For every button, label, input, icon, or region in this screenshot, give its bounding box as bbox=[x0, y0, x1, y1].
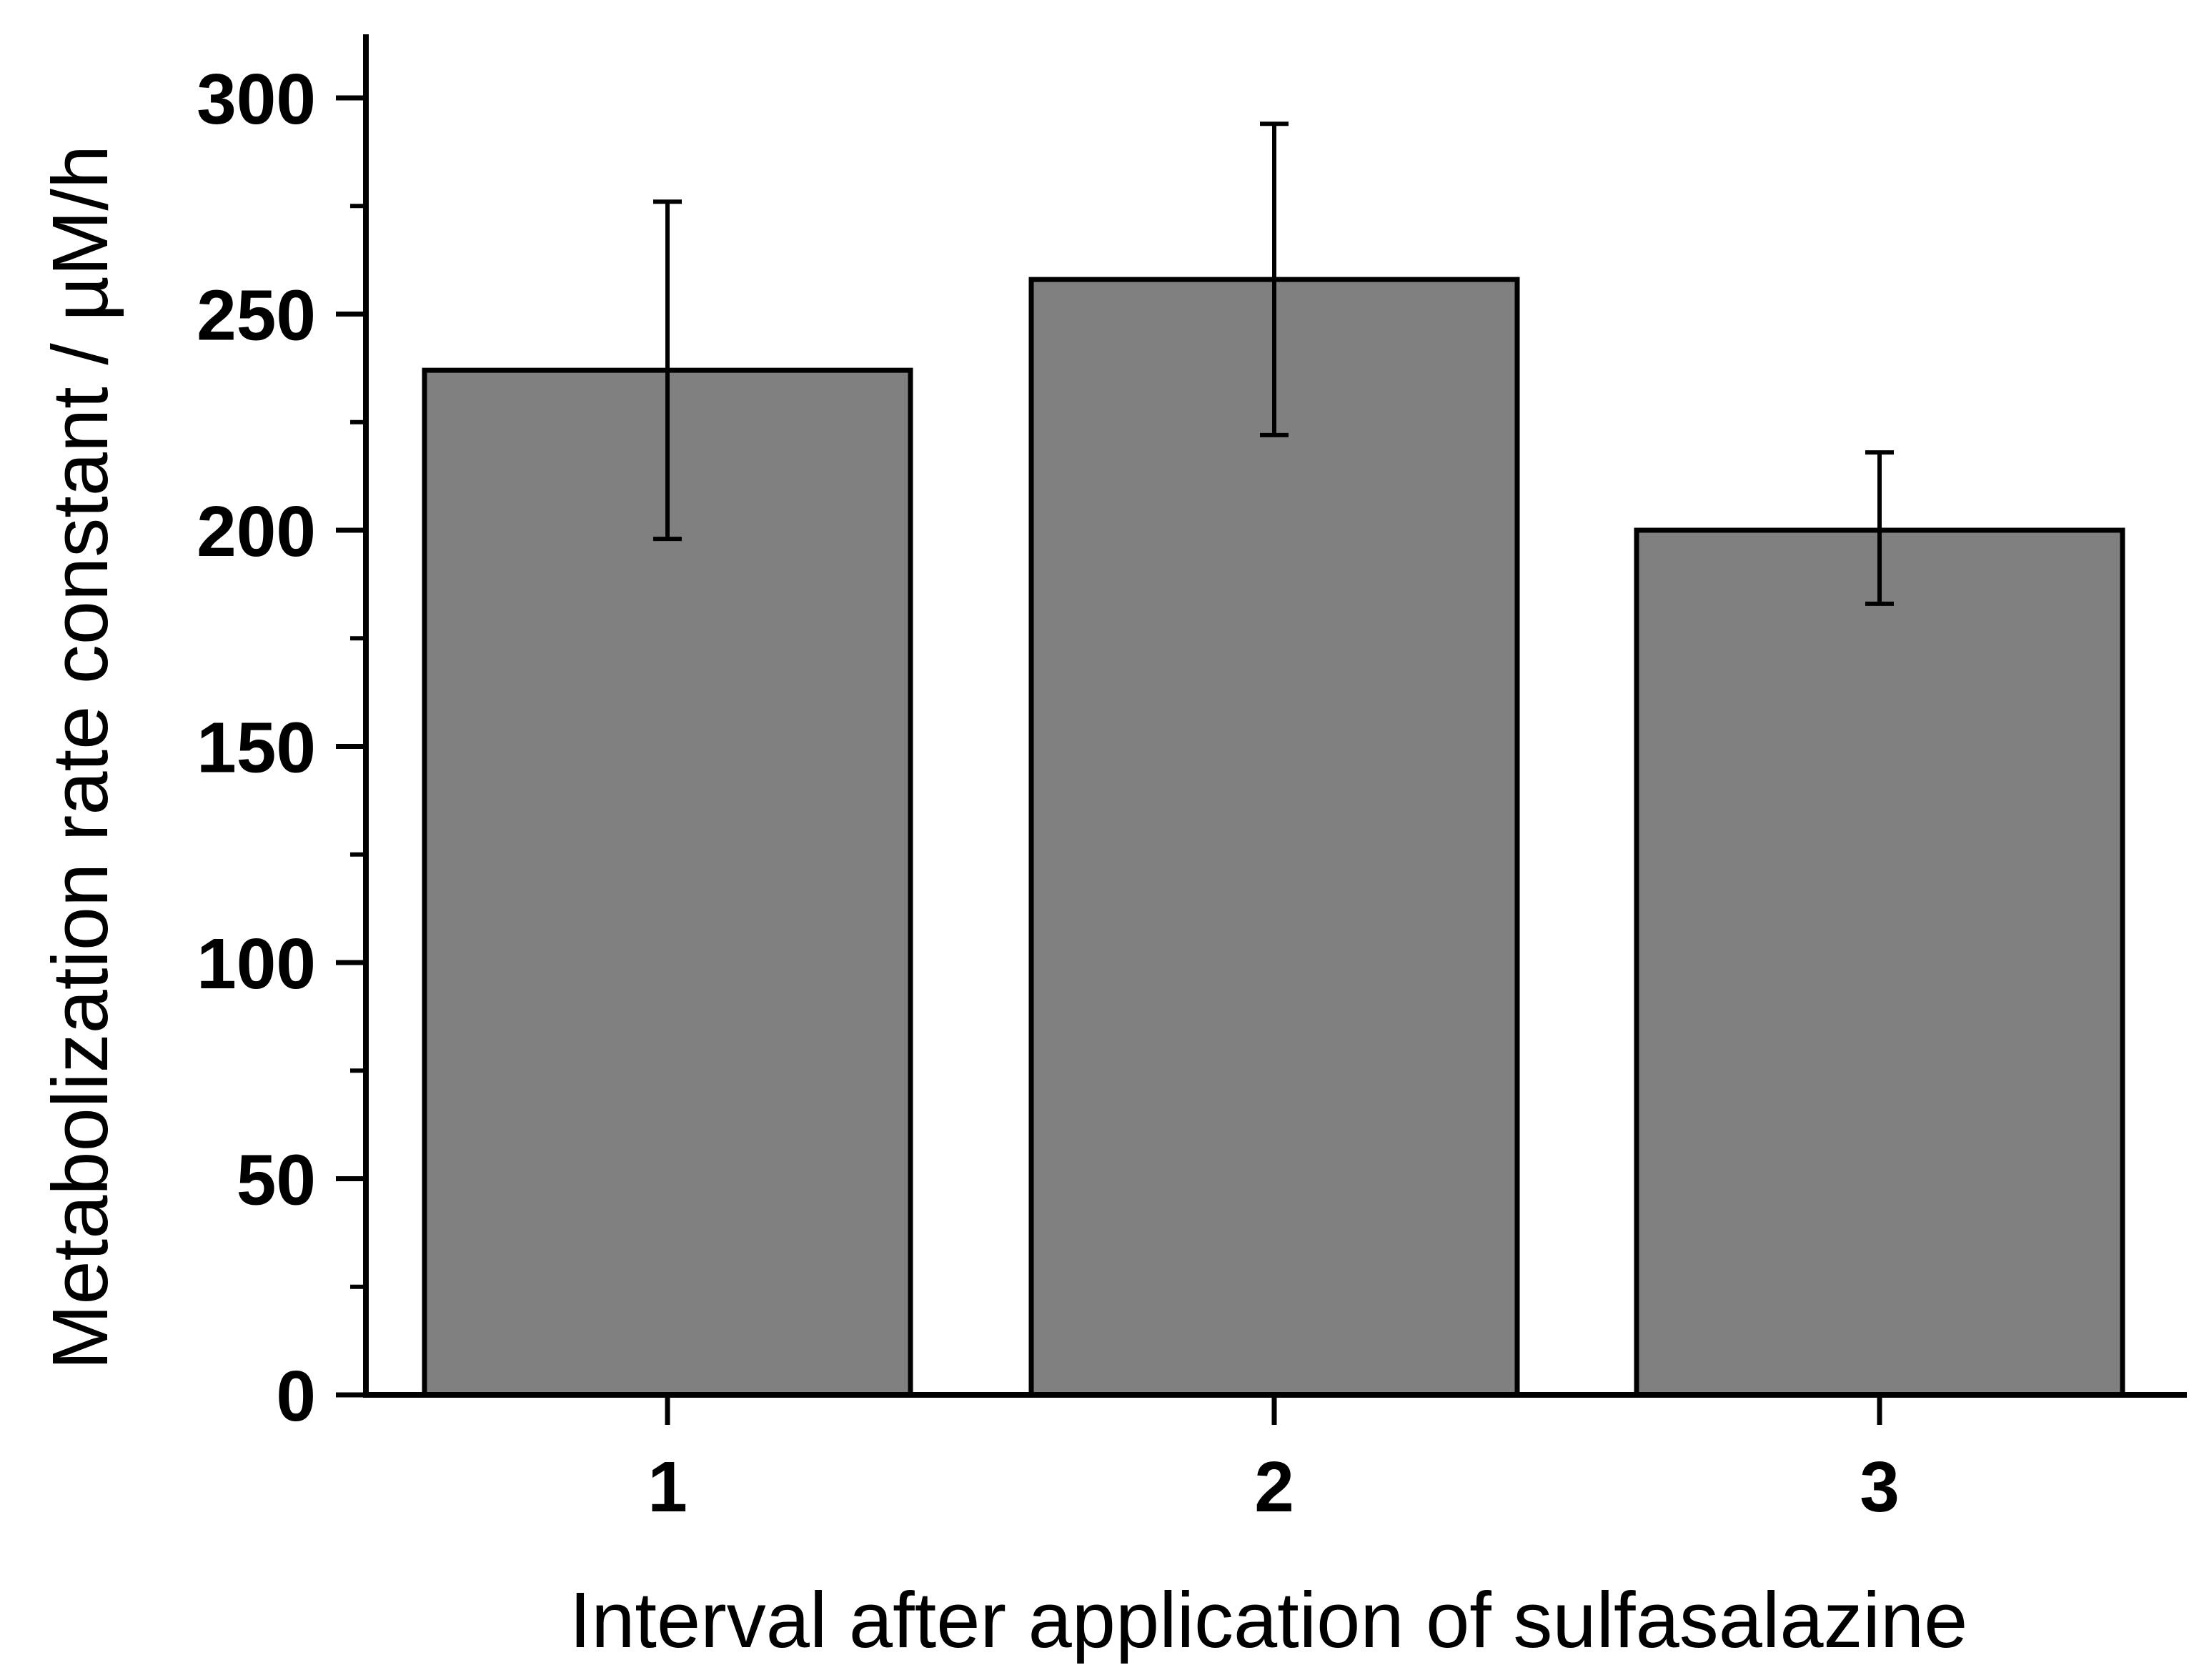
bar-1 bbox=[422, 367, 913, 1398]
y-tick-label: 150 bbox=[197, 708, 316, 788]
x-tick-label: 1 bbox=[647, 1447, 688, 1527]
y-axis-title: Metabolization rate constant / µM/h bbox=[36, 145, 124, 1370]
tick-labels-layer: 0 50 100 150 200 250 300 1 2 3 bbox=[197, 59, 1900, 1527]
error-bar-1 bbox=[653, 199, 682, 542]
ticks-layer bbox=[336, 95, 1882, 1425]
x-tick-label: 2 bbox=[1254, 1447, 1294, 1527]
y-tick-label: 250 bbox=[197, 276, 316, 356]
bars-layer bbox=[422, 277, 2125, 1398]
y-tick-label: 0 bbox=[276, 1356, 316, 1436]
y-tick-label: 300 bbox=[197, 59, 316, 139]
error-bar-3 bbox=[1865, 450, 1894, 606]
error-bars-layer bbox=[653, 121, 1894, 606]
y-tick-label: 200 bbox=[197, 492, 316, 572]
bar-2 bbox=[1028, 277, 1520, 1398]
y-tick-label: 50 bbox=[237, 1140, 316, 1221]
x-axis-title: Interval after application of sulfasalaz… bbox=[570, 1576, 1968, 1664]
error-bar-2 bbox=[1260, 121, 1289, 437]
y-tick-label: 100 bbox=[197, 924, 316, 1004]
bar-3 bbox=[1634, 527, 2125, 1398]
x-tick-label: 3 bbox=[1860, 1447, 1900, 1527]
